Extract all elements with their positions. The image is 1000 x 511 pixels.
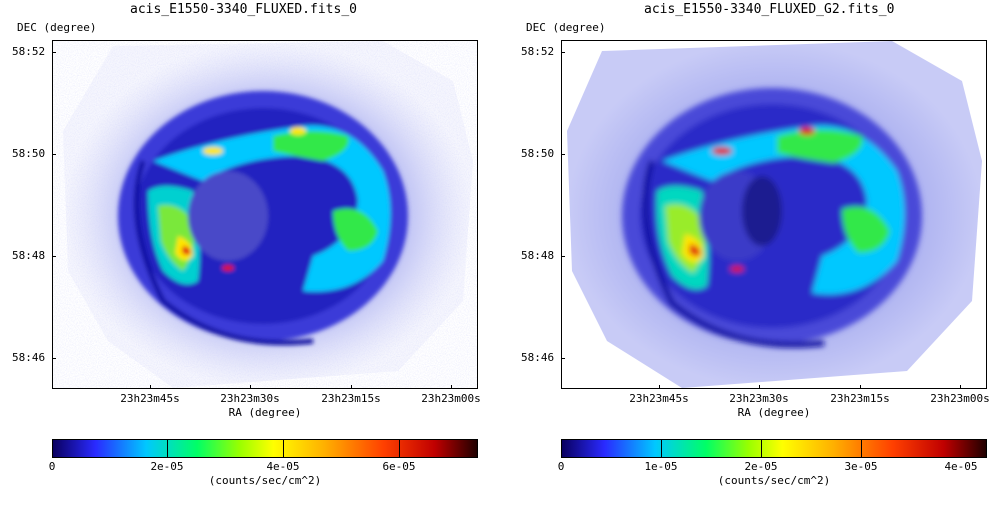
y-tick-label: 58:50	[521, 147, 555, 160]
y-axis-label: DEC (degree)	[17, 21, 97, 34]
image-panel-smoothed: acis_E1550-3340_FLUXED_G2.fits_0 DEC (de…	[509, 0, 1000, 511]
y-tick-label: 58:46	[521, 351, 555, 364]
colorbar-tick-label: 0	[48, 460, 56, 473]
colorbar-tick-label: 1e-05	[644, 460, 678, 473]
colorbar	[561, 439, 987, 458]
x-axis-label: RA (degree)	[228, 406, 302, 419]
x-tick-label: 23h23m00s	[421, 392, 481, 405]
x-tick-label: 23h23m30s	[729, 392, 789, 405]
colorbar-tick-label: 6e-05	[382, 460, 416, 473]
x-tick-label: 23h23m30s	[220, 392, 280, 405]
remnant-shell	[622, 88, 922, 348]
x-axis-label: RA (degree)	[737, 406, 811, 419]
image-frame[interactable]	[561, 40, 987, 389]
colorbar-tick-label: 4e-05	[944, 460, 978, 473]
colorbar-unit-label: (counts/sec/cm^2)	[717, 474, 831, 487]
y-tick-label: 58:46	[12, 351, 46, 364]
supernova-remnant-image	[567, 41, 982, 388]
colorbar-tick-label: 4e-05	[266, 460, 300, 473]
x-tick-label: 23h23m15s	[830, 392, 890, 405]
y-tick-label: 58:52	[12, 45, 46, 58]
colorbar-tick-label: 2e-05	[150, 460, 184, 473]
supernova-remnant-image	[63, 41, 473, 388]
colorbar-tick-label: 3e-05	[844, 460, 878, 473]
panel-title: acis_E1550-3340_FLUXED.fits_0	[130, 2, 357, 17]
image-panel-raw: acis_E1550-3340_FLUXED.fits_0 DEC (degre…	[12, 2, 481, 487]
colorbar-unit-label: (counts/sec/cm^2)	[208, 474, 322, 487]
y-tick-label: 58:50	[12, 147, 46, 160]
x-tick-label: 23h23m45s	[629, 392, 689, 405]
x-tick-label: 23h23m00s	[930, 392, 990, 405]
y-tick-label: 58:48	[521, 249, 555, 262]
colorbar	[52, 439, 478, 458]
remnant-shell	[118, 91, 408, 346]
x-tick-label: 23h23m15s	[321, 392, 381, 405]
y-axis-label: DEC (degree)	[526, 21, 606, 34]
y-tick-label: 58:52	[521, 45, 555, 58]
colorbar-tick-label: 0	[557, 460, 565, 473]
image-frame[interactable]	[52, 40, 478, 389]
y-tick-label: 58:48	[12, 249, 46, 262]
x-tick-label: 23h23m45s	[120, 392, 180, 405]
colorbar-tick-label: 2e-05	[744, 460, 778, 473]
panel-title: acis_E1550-3340_FLUXED_G2.fits_0	[644, 2, 895, 17]
